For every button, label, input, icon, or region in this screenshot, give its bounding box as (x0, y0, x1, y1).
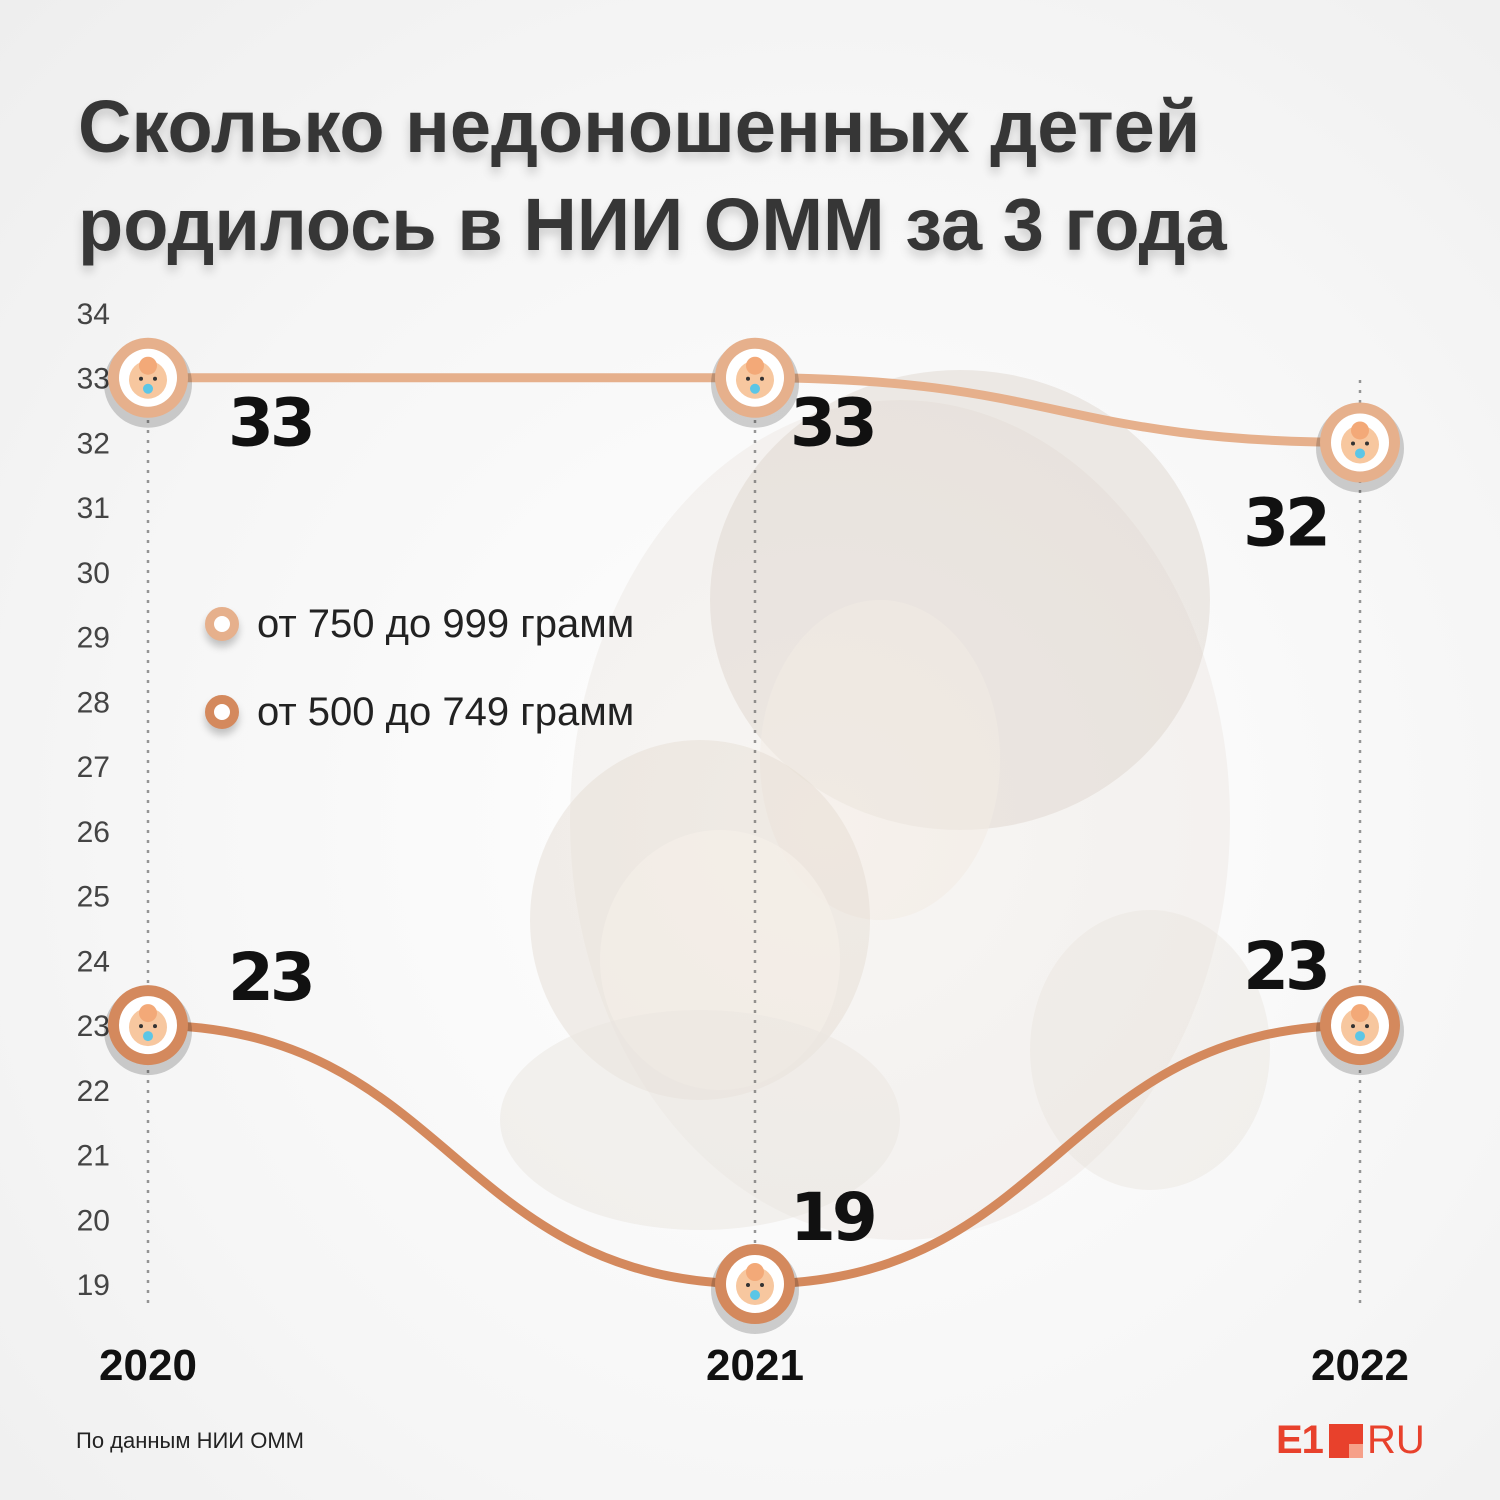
data-labels: 33 33 32 23 19 23 (228, 385, 1331, 1256)
legend-label: от 750 до 999 грамм (257, 601, 635, 646)
data-label: 23 (1243, 928, 1327, 1005)
baby-marker-icon (104, 337, 192, 428)
logo-e1: E1 (1276, 1418, 1324, 1462)
y-tick-label: 23 (77, 1010, 110, 1043)
data-label: 19 (790, 1179, 874, 1256)
data-label: 32 (1243, 484, 1327, 561)
y-tick-label: 33 (77, 363, 110, 396)
logo-square-icon (1328, 1423, 1363, 1458)
x-tick-label: 2020 (99, 1341, 197, 1390)
legend-label: от 500 до 749 грамм (257, 689, 635, 734)
e1-logo: E1 RU (1276, 1418, 1425, 1463)
legend-item-750-999: от 750 до 999 грамм (205, 596, 634, 652)
title-line-2: родилось в НИИ ОММ за 3 года (78, 183, 1227, 266)
y-tick-label: 28 (77, 686, 110, 719)
y-tick-label: 31 (77, 492, 110, 525)
x-axis: 2020 2021 2022 (99, 1341, 1409, 1390)
y-tick-label: 34 (77, 298, 110, 331)
legend: от 750 до 999 грамм от 500 до 749 грамм (205, 596, 634, 772)
baby-marker-icon (1316, 985, 1404, 1076)
y-tick-label: 21 (77, 1140, 110, 1173)
y-tick-label: 32 (77, 427, 110, 460)
baby-marker-icon (104, 985, 192, 1076)
legend-marker-icon (205, 607, 239, 641)
y-tick-label: 24 (77, 945, 110, 978)
data-label: 33 (790, 385, 874, 462)
point-markers (104, 337, 1404, 1334)
source-note: По данным НИИ ОММ (76, 1428, 304, 1453)
data-label: 33 (228, 385, 312, 462)
legend-item-500-749: от 500 до 749 грамм (205, 684, 634, 740)
y-tick-label: 30 (77, 557, 110, 590)
x-tick-label: 2022 (1311, 1341, 1409, 1390)
baby-marker-icon (711, 337, 799, 428)
mother-child-illustration (500, 370, 1270, 1240)
x-tick-label: 2021 (706, 1341, 804, 1390)
y-tick-label: 26 (77, 816, 110, 849)
baby-marker-icon (711, 1244, 799, 1334)
chart-title: Сколько недоношенных детей родилось в НИ… (78, 78, 1478, 274)
data-label: 23 (228, 939, 312, 1016)
y-tick-label: 22 (77, 1075, 110, 1108)
y-axis: 19 20 21 22 23 24 25 26 27 28 29 30 31 32 33 34 (77, 298, 110, 1302)
legend-marker-icon (205, 695, 239, 729)
y-tick-label: 25 (77, 881, 110, 914)
title-line-1: Сколько недоношенных детей (78, 85, 1201, 168)
y-tick-label: 29 (77, 622, 110, 655)
baby-marker-icon (1316, 402, 1404, 493)
logo-ru: RU (1366, 1418, 1425, 1462)
y-tick-label: 20 (77, 1204, 110, 1237)
y-tick-label: 19 (77, 1269, 110, 1302)
y-tick-label: 27 (77, 751, 110, 784)
